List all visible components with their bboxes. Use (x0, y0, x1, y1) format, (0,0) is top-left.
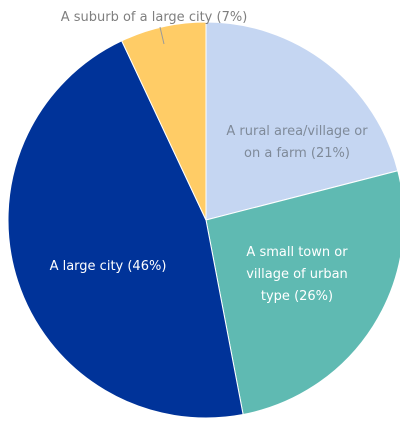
suburb-label-leader-line (159, 26, 165, 45)
label-small-town: A small town or village of urban type (26%… (246, 245, 348, 304)
label-small-town-line: village of urban (246, 267, 348, 282)
slice-rural (205, 21, 399, 221)
label-rural-line: A rural area/village or (226, 124, 368, 139)
slice-suburb (121, 21, 207, 221)
label-suburb-line: A suburb of a large city (7%) (61, 10, 248, 25)
slice-small-town (205, 170, 400, 416)
label-small-town-line: A small town or (246, 245, 348, 260)
label-large-city: A large city (46%) (50, 259, 167, 274)
label-rural-line: on a farm (21%) (244, 146, 350, 161)
label-rural: A rural area/village or on a farm (21%) (226, 124, 368, 161)
label-small-town-line: type (26%) (261, 289, 333, 304)
slice-large-city (7, 40, 244, 419)
pie-slices (7, 21, 400, 419)
pie-labels: A rural area/village or on a farm (21%)A … (50, 10, 369, 304)
label-large-city-line: A large city (46%) (50, 259, 167, 274)
label-suburb: A suburb of a large city (7%) (61, 10, 248, 25)
